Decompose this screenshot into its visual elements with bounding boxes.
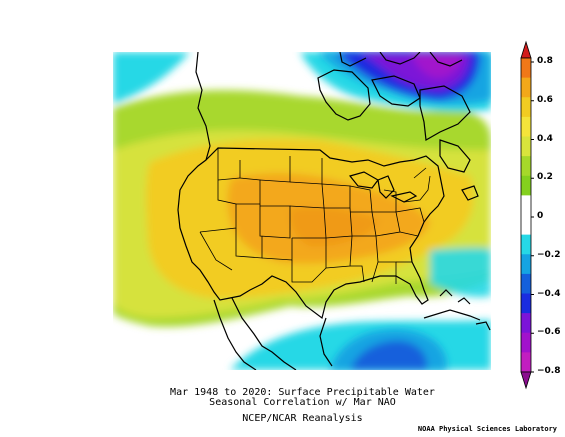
colorbar-tick-label: 0.6: [537, 94, 553, 105]
colorbar-segment: [521, 234, 531, 255]
colorbar-segment: [521, 136, 531, 157]
colorbar-tick-label: 0.2: [537, 172, 553, 183]
colorbar-segment: [521, 273, 531, 294]
colorbar-segment: [521, 332, 531, 353]
colorbar-tick-label: 0.8: [537, 56, 553, 66]
colorbar-segment: [521, 77, 531, 98]
colorbar-ticks: [531, 61, 534, 373]
colorbar-segment: [521, 215, 531, 236]
colorbar-segment: [521, 195, 531, 216]
colorbar-segment: [521, 352, 531, 373]
colorbar-tick-label: 0.4: [537, 133, 553, 144]
coastlines: [177, 52, 491, 370]
colorbar-segment: [521, 313, 531, 334]
colorbar-segment: [521, 254, 531, 275]
colorbar-top-arrow: [520, 40, 532, 59]
colorbar-segment: [521, 58, 531, 79]
map-title-line2: Seasonal Correlation w/ Mar NAO: [209, 397, 396, 408]
state-borders: [199, 148, 431, 284]
map-field: [113, 52, 491, 370]
colorbar-segment: [521, 116, 531, 137]
colorbar-tick-label: −0.6: [537, 327, 561, 338]
colorbar-bottom-arrow: [520, 371, 532, 390]
colorbar-segment: [521, 293, 531, 314]
colorbar-segment: [521, 175, 531, 196]
colorbar-segment: [521, 97, 531, 118]
credit-label: NOAA Physical Sciences Laboratory: [417, 425, 557, 433]
colorbar-tick-label: −0.8: [537, 366, 561, 376]
colorbar-tick-label: −0.4: [537, 288, 561, 299]
map-title-line1: Mar 1948 to 2020: Surface Precipitable W…: [170, 387, 435, 398]
colorbar-segment: [521, 156, 531, 177]
colorbar-tick-label: 0: [537, 211, 544, 221]
dataset-label: NCEP/NCAR Reanalysis: [242, 413, 363, 424]
colorbar-segments: [520, 40, 532, 390]
colorbar-tick-label: −0.2: [537, 249, 561, 260]
